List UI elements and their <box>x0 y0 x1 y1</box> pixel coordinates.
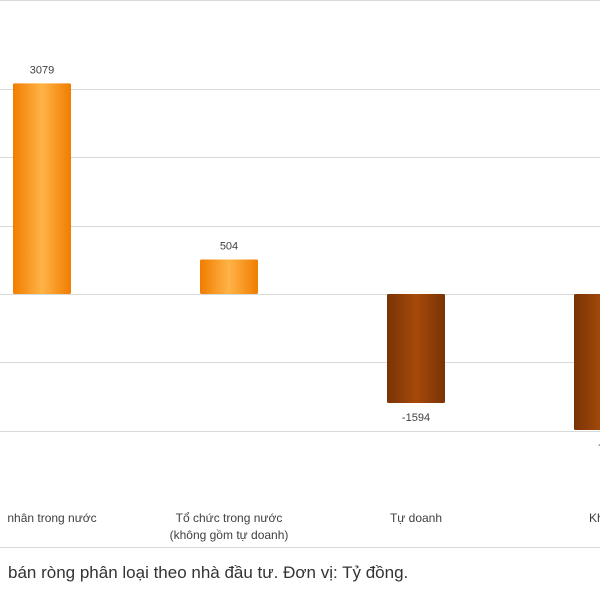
chart-caption: bán ròng phân loại theo nhà đầu tư. Đơn … <box>8 563 409 582</box>
bar-0 <box>13 83 71 295</box>
data-label-1: 504 <box>220 241 238 253</box>
chart-frame <box>0 0 600 548</box>
bar-chart: 3079 504 -1594 -1 nhân trong nước Tổ chức tr… <box>0 64 600 542</box>
category-label-0: nhân trong nước <box>7 511 96 525</box>
bar-1 <box>200 259 258 294</box>
data-label-3: -1 <box>598 439 600 451</box>
bars <box>13 83 600 431</box>
gridlines <box>0 89 600 432</box>
data-label-0: 3079 <box>30 64 54 76</box>
category-label-3: Khối <box>589 511 600 525</box>
bar-2 <box>387 294 445 404</box>
category-label-2: Tự doanh <box>390 511 442 525</box>
bar-3 <box>574 294 600 431</box>
data-labels: 3079 504 -1594 -1 <box>30 64 600 451</box>
data-label-2: -1594 <box>402 412 430 424</box>
category-labels: nhân trong nước Tổ chức trong nước (không … <box>7 511 600 542</box>
category-label-1: Tổ chức trong nước (không gồm tự doanh) <box>170 511 289 542</box>
